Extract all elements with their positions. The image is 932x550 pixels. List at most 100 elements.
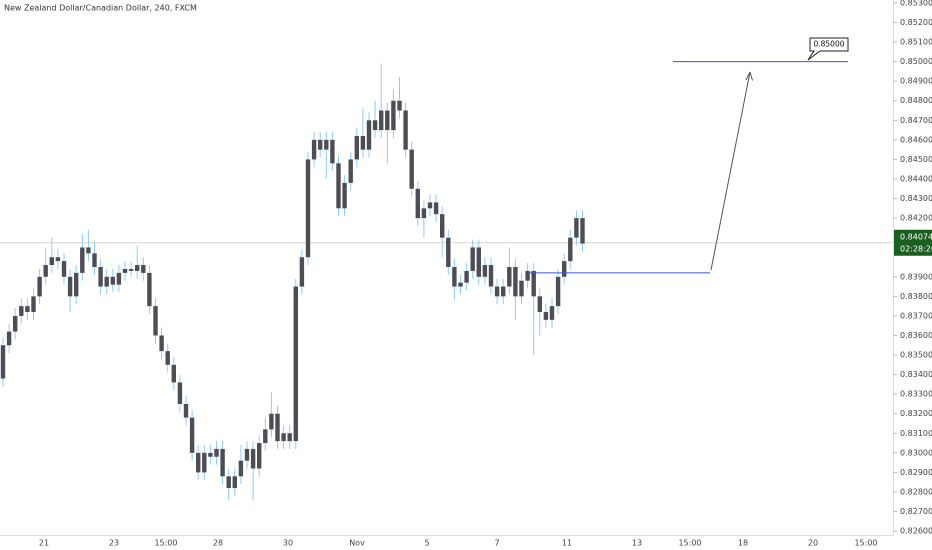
candle-body <box>488 265 494 287</box>
candle-body <box>275 413 280 442</box>
candle-body <box>330 139 335 164</box>
candle-body <box>67 276 73 297</box>
candle-body <box>433 202 439 215</box>
candle-body <box>354 135 359 160</box>
candle-body <box>177 382 183 404</box>
current-price-label: 0.84074 <box>900 232 932 241</box>
candle-body <box>147 272 152 307</box>
y-tick-label: 0.84200 <box>900 214 932 223</box>
candle-body <box>318 139 323 150</box>
candle-body <box>141 265 146 273</box>
candle-body <box>494 286 500 297</box>
x-tick-label: 30 <box>283 539 293 548</box>
y-tick-label: 0.83200 <box>900 409 932 418</box>
candle-body <box>336 163 341 209</box>
candle-body <box>263 429 268 444</box>
candle-body <box>25 306 30 313</box>
candle-body <box>55 257 61 262</box>
candle-body <box>110 276 115 285</box>
candle-body <box>43 265 48 277</box>
candle-body <box>458 282 463 287</box>
candle-body <box>0 345 6 379</box>
candle-body <box>348 159 353 183</box>
y-tick-label: 0.82600 <box>900 527 932 536</box>
y-tick-label: 0.82800 <box>900 487 932 496</box>
candle-body <box>421 208 427 219</box>
candle-body <box>31 296 36 313</box>
candle-body <box>543 312 549 320</box>
y-tick-label: 0.85300 <box>900 0 932 7</box>
y-tick-label: 0.84700 <box>900 116 932 125</box>
y-tick-label: 0.85000 <box>900 57 932 66</box>
trend-arrow <box>710 71 751 271</box>
candle-body <box>519 280 524 297</box>
candle-body <box>440 214 445 238</box>
candle-body <box>501 286 506 297</box>
candle-body <box>37 276 42 297</box>
candle-body <box>189 417 195 453</box>
y-tick-label: 0.85200 <box>900 18 932 27</box>
candle-body <box>580 218 585 244</box>
candle-body <box>220 448 225 477</box>
candle-body <box>116 272 122 285</box>
y-tick-label: 0.85100 <box>900 38 932 47</box>
y-tick-label: 0.83000 <box>900 448 932 457</box>
candle-body <box>92 253 97 268</box>
x-tick-label: 15:00 <box>854 539 877 548</box>
candle-body <box>13 315 18 332</box>
candle-body <box>324 139 329 150</box>
x-tick-label: 18 <box>738 539 748 548</box>
candle-body <box>153 306 158 336</box>
x-tick-label: Nov <box>349 539 365 548</box>
y-tick-label: 0.84400 <box>900 174 932 183</box>
candle-body <box>470 247 475 271</box>
x-tick-label: 21 <box>39 539 49 548</box>
candle-body <box>311 139 317 160</box>
candle-body <box>104 276 109 287</box>
candle-body <box>159 335 164 352</box>
candle-body <box>525 270 530 281</box>
candle-body <box>537 296 542 313</box>
candle-body <box>342 182 347 209</box>
candle-body <box>202 452 207 473</box>
y-tick-label: 0.82900 <box>900 468 932 477</box>
candle-body <box>19 306 24 316</box>
candle-body <box>415 188 420 219</box>
candle-body <box>379 110 384 131</box>
candle-body <box>531 270 536 297</box>
candle-body <box>391 100 396 131</box>
candle-body <box>568 237 573 262</box>
candle-body <box>482 265 488 277</box>
candle-body <box>397 100 402 111</box>
candle-body <box>562 261 567 277</box>
x-tick-label: 23 <box>109 539 119 548</box>
candle-body <box>427 202 433 209</box>
candle-body <box>80 247 85 273</box>
candle-body <box>360 135 366 150</box>
candle-body <box>574 218 579 238</box>
candle-body <box>555 276 561 307</box>
x-tick-label: 15:00 <box>678 539 701 548</box>
callout-text: 0.85000 <box>813 40 844 49</box>
candle-body <box>74 272 79 297</box>
x-tick-label: 13 <box>632 539 642 548</box>
countdown-label: 02:28:20 <box>900 244 932 253</box>
candle-body <box>196 452 201 473</box>
x-tick-label: 5 <box>424 539 429 548</box>
y-tick-label: 0.83900 <box>900 272 932 281</box>
candle-body <box>49 257 54 266</box>
candle-body <box>250 448 256 469</box>
candle-body <box>171 364 176 383</box>
x-tick-label: 20 <box>808 539 818 548</box>
candle-body <box>372 120 378 131</box>
candle-body <box>86 247 91 254</box>
candle-body <box>183 403 189 418</box>
candle-body <box>293 286 298 442</box>
candle-body <box>452 267 457 287</box>
candle-body <box>98 267 103 287</box>
candle-body <box>513 267 518 297</box>
candle-body <box>287 433 292 442</box>
x-tick-label: 15:00 <box>154 539 177 548</box>
candle-body <box>6 331 12 346</box>
chart-title: New Zealand Dollar/Canadian Dollar, 240,… <box>4 4 197 13</box>
